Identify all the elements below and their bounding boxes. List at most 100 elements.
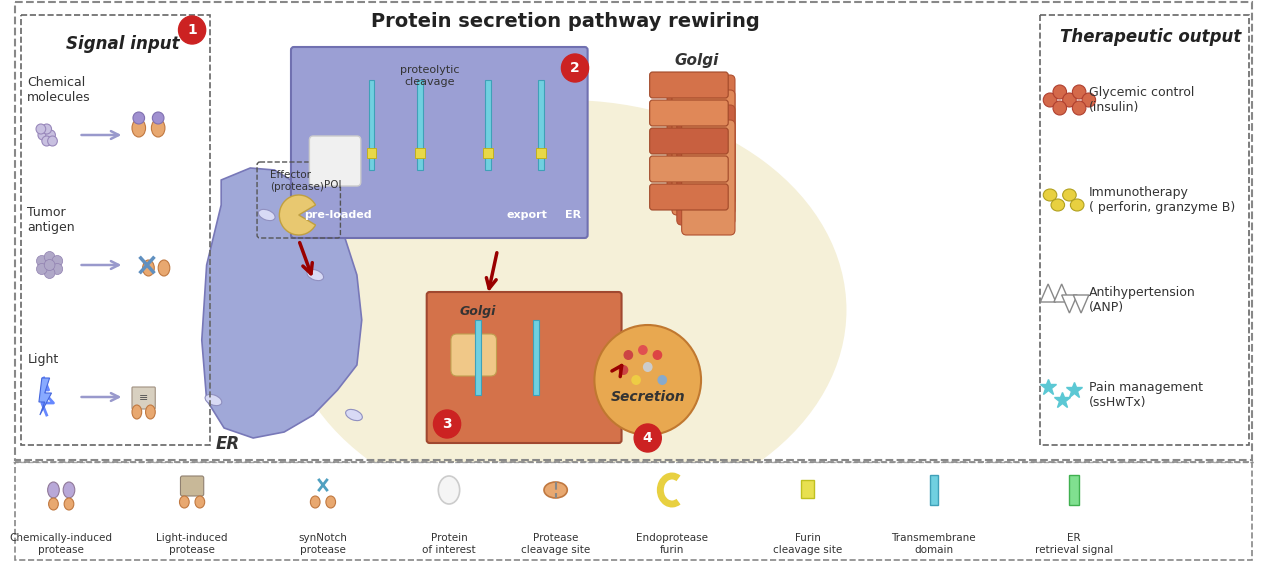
Ellipse shape [49,498,59,510]
FancyBboxPatch shape [672,90,735,215]
Bar [534,320,539,395]
Ellipse shape [1051,199,1065,211]
Polygon shape [1074,295,1089,313]
FancyBboxPatch shape [677,105,735,225]
Bar [14,462,1252,560]
Circle shape [653,350,662,360]
Circle shape [562,54,589,82]
Ellipse shape [142,260,155,276]
FancyBboxPatch shape [682,120,735,235]
FancyBboxPatch shape [291,47,588,238]
Circle shape [631,375,641,385]
Circle shape [45,260,55,270]
Ellipse shape [346,409,362,420]
Text: Endoprotease
furin: Endoprotease furin [636,533,708,555]
FancyBboxPatch shape [650,100,728,126]
Text: ER: ER [216,435,241,453]
Text: Pain management
(ssHwTx): Pain management (ssHwTx) [1089,381,1203,409]
Text: Transmembrane
domain: Transmembrane domain [891,533,977,555]
Bar [801,480,814,498]
Ellipse shape [159,260,170,276]
Text: Signal input: Signal input [67,35,179,53]
Text: Glycemic control
(insulin): Glycemic control (insulin) [1089,86,1194,114]
Circle shape [37,256,47,266]
Text: Secretion: Secretion [611,390,685,404]
Circle shape [434,410,461,438]
Text: ER
retrieval signal: ER retrieval signal [1036,533,1114,555]
Circle shape [1053,85,1066,99]
Text: Light: Light [27,353,59,366]
Text: synNotch
protease: synNotch protease [298,533,347,555]
Ellipse shape [132,405,142,419]
Circle shape [42,136,51,146]
Text: proteolytic
cleavage: proteolytic cleavage [399,65,460,87]
Bar [483,148,493,158]
Ellipse shape [259,210,275,221]
Ellipse shape [307,269,324,280]
Bar [13,462,1253,562]
Ellipse shape [63,482,74,498]
FancyBboxPatch shape [650,156,728,182]
Bar [417,80,422,170]
Text: Golgi: Golgi [675,53,718,68]
Text: Therapeutic output: Therapeutic output [1060,28,1242,46]
Circle shape [594,325,701,435]
FancyBboxPatch shape [650,128,728,154]
Text: Protein
of interest: Protein of interest [422,533,476,555]
Ellipse shape [284,100,846,520]
Text: Immunotherapy
( perforin, granzyme B): Immunotherapy ( perforin, granzyme B) [1089,186,1235,214]
FancyBboxPatch shape [650,184,728,210]
Text: export: export [506,210,547,220]
FancyBboxPatch shape [451,334,497,376]
FancyBboxPatch shape [310,136,361,186]
Ellipse shape [47,482,59,498]
Ellipse shape [1043,189,1057,201]
Text: POI: POI [324,180,342,190]
Circle shape [634,424,662,452]
Polygon shape [1041,284,1056,302]
Text: Chemically-induced
protease: Chemically-induced protease [10,533,113,555]
Text: pre-loaded: pre-loaded [303,210,371,220]
Circle shape [37,264,47,274]
Circle shape [46,130,55,140]
Circle shape [45,252,55,262]
Text: Light-induced
protease: Light-induced protease [156,533,228,555]
Circle shape [38,130,47,140]
Ellipse shape [132,119,146,137]
FancyBboxPatch shape [132,387,155,409]
Circle shape [152,112,164,124]
FancyBboxPatch shape [426,292,622,443]
Bar [475,320,481,395]
Circle shape [1062,93,1076,107]
Circle shape [618,365,628,375]
Text: Effector
(protease): Effector (protease) [270,170,324,192]
Circle shape [47,136,58,146]
Bar [1041,15,1249,445]
Bar [20,15,210,445]
FancyBboxPatch shape [650,72,728,98]
Circle shape [133,112,145,124]
Text: 1: 1 [187,23,197,37]
Circle shape [643,362,653,372]
Ellipse shape [1062,189,1076,201]
Circle shape [36,124,46,134]
Polygon shape [202,168,362,438]
Bar [929,475,937,505]
Text: ≡: ≡ [140,393,148,403]
Circle shape [1073,85,1085,99]
Circle shape [1053,101,1066,115]
Circle shape [1082,93,1096,107]
Circle shape [52,256,63,266]
Text: Protease
cleavage site: Protease cleavage site [521,533,590,555]
Circle shape [637,345,648,355]
FancyBboxPatch shape [180,476,204,496]
Text: Chemical
molecules: Chemical molecules [27,76,91,104]
Bar [369,80,374,170]
Text: Furin
cleavage site: Furin cleavage site [773,533,842,555]
Circle shape [1073,101,1085,115]
Text: 4: 4 [643,431,653,445]
Bar [366,148,376,158]
Ellipse shape [195,496,205,508]
Ellipse shape [64,498,74,510]
Ellipse shape [1070,199,1084,211]
